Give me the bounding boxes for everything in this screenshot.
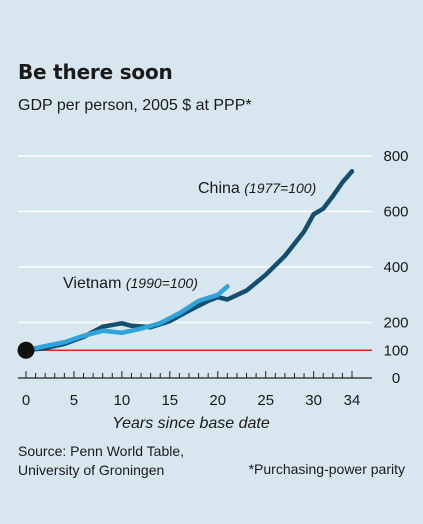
y-tick-label: 400 (383, 259, 408, 276)
y-axis-tick-labels: 0 100 200 400 600 800 (383, 148, 408, 387)
x-tick-label: 10 (114, 392, 131, 409)
y-tick-label: 600 (383, 204, 408, 221)
x-tick-label: 5 (70, 392, 78, 409)
y-tick-label: 800 (383, 148, 408, 165)
x-axis-title: Years since base date (112, 415, 270, 432)
x-tick-label: 15 (161, 392, 178, 409)
x-tick-label: 34 (344, 392, 361, 409)
series-base-note: (1977=100) (244, 180, 316, 196)
chart-subtitle: GDP per person, 2005 $ at PPP* (18, 97, 252, 114)
source-line-1: Source: Penn World Table, (18, 443, 185, 459)
x-axis: 0 5 10 15 20 25 30 34 (18, 371, 372, 409)
series-labels: China (1977=100) Vietnam (1990=100) (63, 180, 316, 292)
source-note: Source: Penn World Table, University of … (18, 442, 184, 480)
vietnam-series-label: Vietnam (1990=100) (63, 275, 198, 292)
china-series-label: China (1977=100) (198, 180, 316, 197)
x-tick-label: 30 (305, 392, 322, 409)
china-line (23, 169, 355, 353)
x-tick-label: 0 (22, 392, 30, 409)
vietnam-line (23, 284, 230, 353)
series-name: China (198, 180, 244, 197)
chart-title: Be there soon (18, 60, 173, 84)
series-lines (23, 169, 355, 353)
start-point-marker (17, 341, 35, 359)
x-tick-label: 20 (209, 392, 226, 409)
gridlines (18, 155, 372, 324)
start-marker-layer (17, 341, 35, 359)
y-tick-label: 200 (383, 315, 408, 332)
series-base-note: (1990=100) (126, 275, 198, 291)
y-tick-label: 100 (383, 342, 408, 359)
source-line-2: University of Groningen (18, 462, 165, 478)
ppp-footnote: *Purchasing-power parity (248, 461, 405, 477)
series-name: Vietnam (63, 275, 126, 292)
x-tick-label: 25 (257, 392, 274, 409)
y-tick-label: 0 (392, 370, 400, 387)
